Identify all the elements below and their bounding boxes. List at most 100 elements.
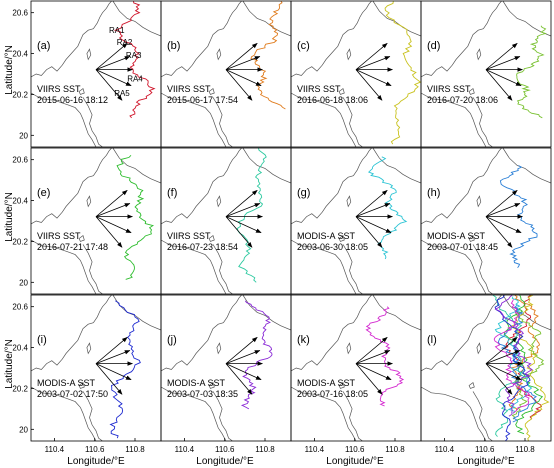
coastline: [342, 244, 363, 294]
ray-arrow: [225, 56, 261, 70]
panel-frame: [30, 147, 162, 295]
panel-letter: (i): [37, 334, 47, 346]
sensor-label: VIIRS SST: [297, 84, 341, 94]
ray-arrow: [485, 56, 521, 70]
ray-arrow: [355, 69, 392, 87]
coastline: [161, 148, 242, 225]
ray-label: RA4: [127, 74, 143, 83]
ray-arrow: [355, 42, 388, 70]
ray-arrow: [355, 336, 388, 364]
ray-arrow: [355, 189, 388, 217]
ray-arrow: [95, 69, 123, 101]
island-outline: [468, 235, 475, 242]
coastline: [242, 148, 291, 184]
date-label: 2003-07-01 18:45: [427, 242, 498, 252]
ray-arrow: [485, 42, 518, 70]
x-tick-label: 110.8: [255, 445, 275, 454]
ray-arrow: [355, 216, 392, 234]
x-tick-label: 110.4: [435, 445, 455, 454]
ray-arrow: [225, 69, 253, 101]
x-tick-label: 110.8: [385, 445, 405, 454]
x-axis-label-col2: Longitude/°E: [196, 456, 254, 467]
ray-arrow: [95, 350, 131, 364]
coastline: [291, 92, 357, 147]
sensor-label: VIIRS SST: [167, 84, 211, 94]
ray-arrow: [95, 56, 131, 70]
coastline: [472, 244, 493, 294]
ray-arrow: [355, 56, 391, 70]
ray-arrow: [95, 189, 128, 217]
panel-letter: (k): [297, 334, 310, 346]
sst-front-line: [494, 296, 533, 414]
panel-letter: (d): [427, 40, 440, 52]
ray-arrow: [355, 216, 383, 248]
ray-arrow: [225, 69, 262, 87]
y-axis-label-row3: Latitude/°N: [4, 339, 15, 389]
coastline: [372, 148, 421, 184]
x-tick-label: 110.4: [45, 445, 65, 454]
coastline: [242, 1, 291, 37]
ray-arrow: [355, 203, 391, 217]
coastline: [161, 239, 227, 294]
coastline: [31, 239, 97, 294]
ray-arrow: [95, 203, 131, 217]
island-outline: [216, 195, 222, 208]
sst-front-line: [494, 295, 531, 441]
coastline: [421, 1, 502, 78]
island-outline: [78, 382, 85, 389]
y-tick-label: 20.2: [12, 237, 28, 246]
ray-arrow: [355, 363, 383, 395]
island-outline: [468, 382, 475, 389]
coastline: [421, 92, 487, 147]
coastline: [212, 97, 233, 147]
ray-arrow: [355, 350, 391, 364]
ray-arrow: [485, 69, 522, 87]
island-outline: [208, 235, 215, 242]
date-label: 2016-07-23 18:54: [167, 242, 238, 252]
x-tick-label: 110.6: [85, 445, 105, 454]
x-axis-label-col4: Longitude/°E: [457, 456, 515, 467]
ray-arrow: [95, 216, 123, 248]
x-axis-label-col3: Longitude/°E: [326, 456, 384, 467]
ray-arrow: [485, 336, 518, 364]
y-tick-label: 20.6: [12, 9, 28, 18]
sensor-label: MODIS-A SST: [167, 378, 226, 388]
coastline: [31, 92, 97, 147]
ray-arrow: [485, 69, 513, 101]
date-label: 2016-06-18 18:06: [297, 95, 368, 105]
date-label: 2015-06-16 18:12: [37, 95, 108, 105]
island-outline: [338, 88, 345, 95]
island-outline: [346, 195, 352, 208]
ray-arrow: [225, 216, 253, 248]
x-tick-label: 110.6: [475, 445, 495, 454]
coastline: [502, 148, 551, 184]
coastline: [502, 1, 551, 37]
ray-arrow: [225, 336, 258, 364]
island-outline: [338, 235, 345, 242]
coastline: [342, 97, 363, 147]
coastline: [291, 1, 372, 78]
coastline: [161, 295, 242, 372]
ray-arrow: [225, 203, 261, 217]
sensor-label: MODIS-A SST: [427, 231, 486, 241]
y-tick-label: 20.6: [12, 303, 28, 312]
coastline: [472, 391, 493, 441]
coastline: [421, 295, 502, 372]
coastline: [421, 148, 502, 225]
panel-frame: [420, 0, 552, 148]
island-outline: [208, 382, 215, 389]
sensor-label: VIIRS SST: [37, 84, 81, 94]
sst-front-line: [516, 25, 547, 119]
island-outline: [216, 48, 222, 61]
ray-arrow: [95, 363, 132, 381]
y-tick-label: 20.6: [12, 156, 28, 165]
coastline: [291, 295, 372, 372]
x-tick-label: 110.4: [305, 445, 325, 454]
coastline: [82, 244, 103, 294]
panel-frame: [160, 147, 292, 295]
